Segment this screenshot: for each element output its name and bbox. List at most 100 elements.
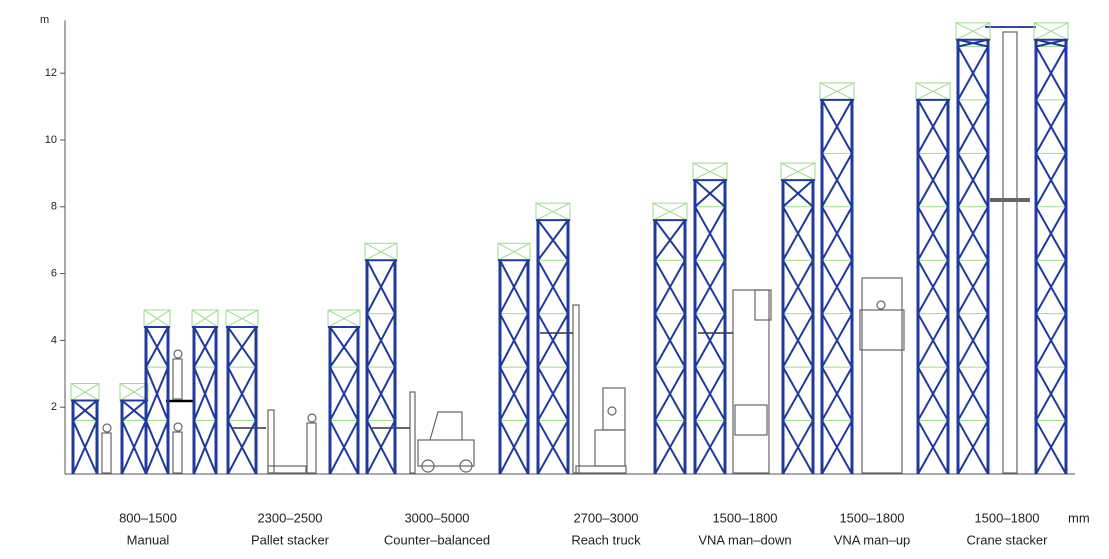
bracing: [366, 366, 396, 422]
y-tick-label: 2: [51, 401, 57, 413]
bracing: [1035, 152, 1067, 208]
bracing: [145, 326, 169, 368]
equipment-label: Manual: [127, 532, 170, 547]
load-box-cross: [225, 309, 259, 328]
bracing: [537, 420, 569, 475]
equipment-label: Counter–balanced: [384, 532, 490, 547]
y-tick-label: 4: [51, 334, 57, 346]
bracing: [1035, 420, 1067, 475]
bracing: [782, 259, 814, 315]
rack: [652, 202, 688, 475]
bracing: [821, 259, 853, 315]
bracing: [917, 206, 949, 261]
rack: [1033, 22, 1069, 475]
bracing: [694, 206, 726, 261]
bracing: [366, 259, 396, 315]
bracing: [654, 259, 686, 315]
bracing: [329, 326, 359, 368]
bracing: [957, 420, 989, 475]
bracing: [227, 326, 257, 368]
rack: [364, 242, 398, 475]
load-box-cross: [915, 82, 951, 101]
load-box-cross: [955, 22, 991, 41]
bracing: [72, 420, 98, 475]
equipment: [101, 26, 1036, 474]
bracing: [782, 206, 814, 261]
bracing: [145, 366, 169, 421]
bracing: [782, 420, 814, 475]
rack: [955, 22, 991, 475]
bracing: [499, 259, 529, 315]
bracing: [145, 420, 169, 475]
bracing: [694, 259, 726, 315]
bracing: [227, 366, 257, 422]
bracing: [957, 38, 989, 48]
y-tick-label: 8: [51, 201, 57, 213]
bracing: [1035, 206, 1067, 261]
aisle-width: 1500–1800: [839, 510, 904, 525]
bracing: [121, 399, 147, 422]
bracing: [1035, 38, 1067, 48]
rack: [119, 383, 149, 475]
aisle-width: 800–1500: [119, 510, 177, 525]
load-box-cross: [780, 162, 816, 181]
bracing: [917, 259, 949, 315]
load-box-cross: [535, 202, 571, 221]
bracing: [957, 152, 989, 208]
rack: [915, 82, 951, 475]
bracing: [537, 259, 569, 315]
load-box-cross: [819, 82, 855, 101]
bracing: [821, 420, 853, 475]
bracing: [537, 313, 569, 368]
bracing: [694, 366, 726, 422]
y-tick-label: 12: [45, 67, 57, 79]
bracing: [694, 179, 726, 208]
bracing: [329, 420, 359, 475]
bracing: [537, 219, 569, 261]
rack: [70, 383, 100, 475]
aisle-width: 2300–2500: [257, 510, 322, 525]
bracing: [821, 366, 853, 422]
bracing: [193, 326, 217, 368]
bracing: [1035, 45, 1067, 101]
bracing: [917, 366, 949, 422]
bracing: [654, 366, 686, 422]
bracing: [1035, 313, 1067, 368]
rack: [692, 162, 728, 475]
bracing: [366, 420, 396, 475]
width-unit: mm: [1068, 510, 1090, 525]
rack: [535, 202, 571, 475]
bracing: [917, 99, 949, 154]
bracing: [957, 206, 989, 261]
bracing: [957, 366, 989, 422]
bracing: [821, 313, 853, 368]
load-box-cross: [119, 383, 149, 401]
bracing: [694, 420, 726, 475]
load-box-cross: [143, 309, 171, 328]
load-box-cross: [327, 309, 361, 328]
bracing: [537, 366, 569, 422]
aisle-width: 1500–1800: [974, 510, 1039, 525]
load-box-cross: [191, 309, 219, 328]
aisle-width: 1500–1800: [712, 510, 777, 525]
bracing: [957, 259, 989, 315]
bracing: [193, 420, 217, 475]
bracing: [499, 313, 529, 368]
load-box-cross: [70, 383, 100, 401]
rack: [819, 82, 855, 475]
bracing: [957, 99, 989, 154]
bracing: [1035, 366, 1067, 422]
bracing: [1035, 99, 1067, 154]
bracing: [499, 366, 529, 422]
load-box-cross: [497, 242, 531, 261]
equipment-label: Reach truck: [571, 532, 641, 547]
bracing: [227, 420, 257, 475]
bracing: [782, 366, 814, 422]
bracing: [957, 45, 989, 101]
bracing: [821, 99, 853, 154]
axis-unit: m: [40, 14, 49, 26]
bracing: [782, 179, 814, 208]
aisle-width: 3000–5000: [404, 510, 469, 525]
rack: [191, 309, 219, 475]
